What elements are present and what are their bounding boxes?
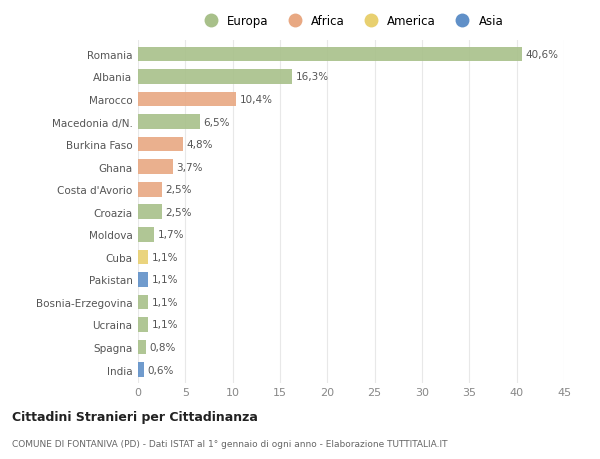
Text: 2,5%: 2,5% <box>165 185 191 195</box>
Text: 4,8%: 4,8% <box>187 140 213 150</box>
Bar <box>138 295 148 309</box>
Text: 1,1%: 1,1% <box>152 252 178 262</box>
Bar <box>138 318 148 332</box>
Bar <box>138 205 161 219</box>
Text: 0,8%: 0,8% <box>149 342 175 352</box>
Bar <box>138 47 523 62</box>
Bar <box>138 93 236 107</box>
Text: 1,1%: 1,1% <box>152 320 178 330</box>
Text: 3,7%: 3,7% <box>176 162 203 172</box>
Bar <box>138 228 154 242</box>
Text: Cittadini Stranieri per Cittadinanza: Cittadini Stranieri per Cittadinanza <box>12 410 258 423</box>
Bar <box>138 160 173 174</box>
Bar <box>138 250 148 264</box>
Bar <box>138 183 161 197</box>
Text: 16,3%: 16,3% <box>296 73 329 82</box>
Text: 0,6%: 0,6% <box>147 365 173 375</box>
Text: COMUNE DI FONTANIVA (PD) - Dati ISTAT al 1° gennaio di ogni anno - Elaborazione : COMUNE DI FONTANIVA (PD) - Dati ISTAT al… <box>12 439 448 448</box>
Legend: Europa, Africa, America, Asia: Europa, Africa, America, Asia <box>196 13 506 31</box>
Text: 6,5%: 6,5% <box>203 118 229 127</box>
Text: 10,4%: 10,4% <box>240 95 273 105</box>
Bar <box>138 138 184 152</box>
Text: 1,1%: 1,1% <box>152 297 178 307</box>
Bar <box>138 70 292 84</box>
Text: 1,1%: 1,1% <box>152 275 178 285</box>
Text: 40,6%: 40,6% <box>526 50 559 60</box>
Bar <box>138 340 146 355</box>
Text: 2,5%: 2,5% <box>165 207 191 217</box>
Bar <box>138 363 143 377</box>
Bar <box>138 273 148 287</box>
Text: 1,7%: 1,7% <box>157 230 184 240</box>
Bar <box>138 115 200 129</box>
